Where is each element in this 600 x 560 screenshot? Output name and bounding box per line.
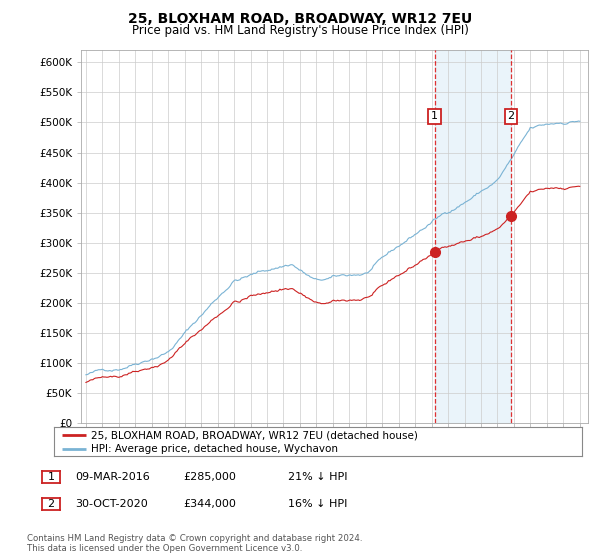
Text: 1: 1: [47, 472, 55, 482]
Text: 2: 2: [508, 111, 515, 122]
Text: 16% ↓ HPI: 16% ↓ HPI: [288, 499, 347, 509]
Text: 09-MAR-2016: 09-MAR-2016: [75, 472, 150, 482]
Text: Contains HM Land Registry data © Crown copyright and database right 2024.
This d: Contains HM Land Registry data © Crown c…: [27, 534, 362, 553]
Text: £285,000: £285,000: [183, 472, 236, 482]
Text: 2: 2: [47, 499, 55, 509]
Text: 21% ↓ HPI: 21% ↓ HPI: [288, 472, 347, 482]
Text: £344,000: £344,000: [183, 499, 236, 509]
Text: Price paid vs. HM Land Registry's House Price Index (HPI): Price paid vs. HM Land Registry's House …: [131, 24, 469, 36]
Text: 25, BLOXHAM ROAD, BROADWAY, WR12 7EU: 25, BLOXHAM ROAD, BROADWAY, WR12 7EU: [128, 12, 472, 26]
Text: 30-OCT-2020: 30-OCT-2020: [75, 499, 148, 509]
Text: 25, BLOXHAM ROAD, BROADWAY, WR12 7EU (detached house): 25, BLOXHAM ROAD, BROADWAY, WR12 7EU (de…: [91, 431, 418, 440]
Text: 1: 1: [431, 111, 438, 122]
Text: HPI: Average price, detached house, Wychavon: HPI: Average price, detached house, Wych…: [91, 444, 338, 454]
